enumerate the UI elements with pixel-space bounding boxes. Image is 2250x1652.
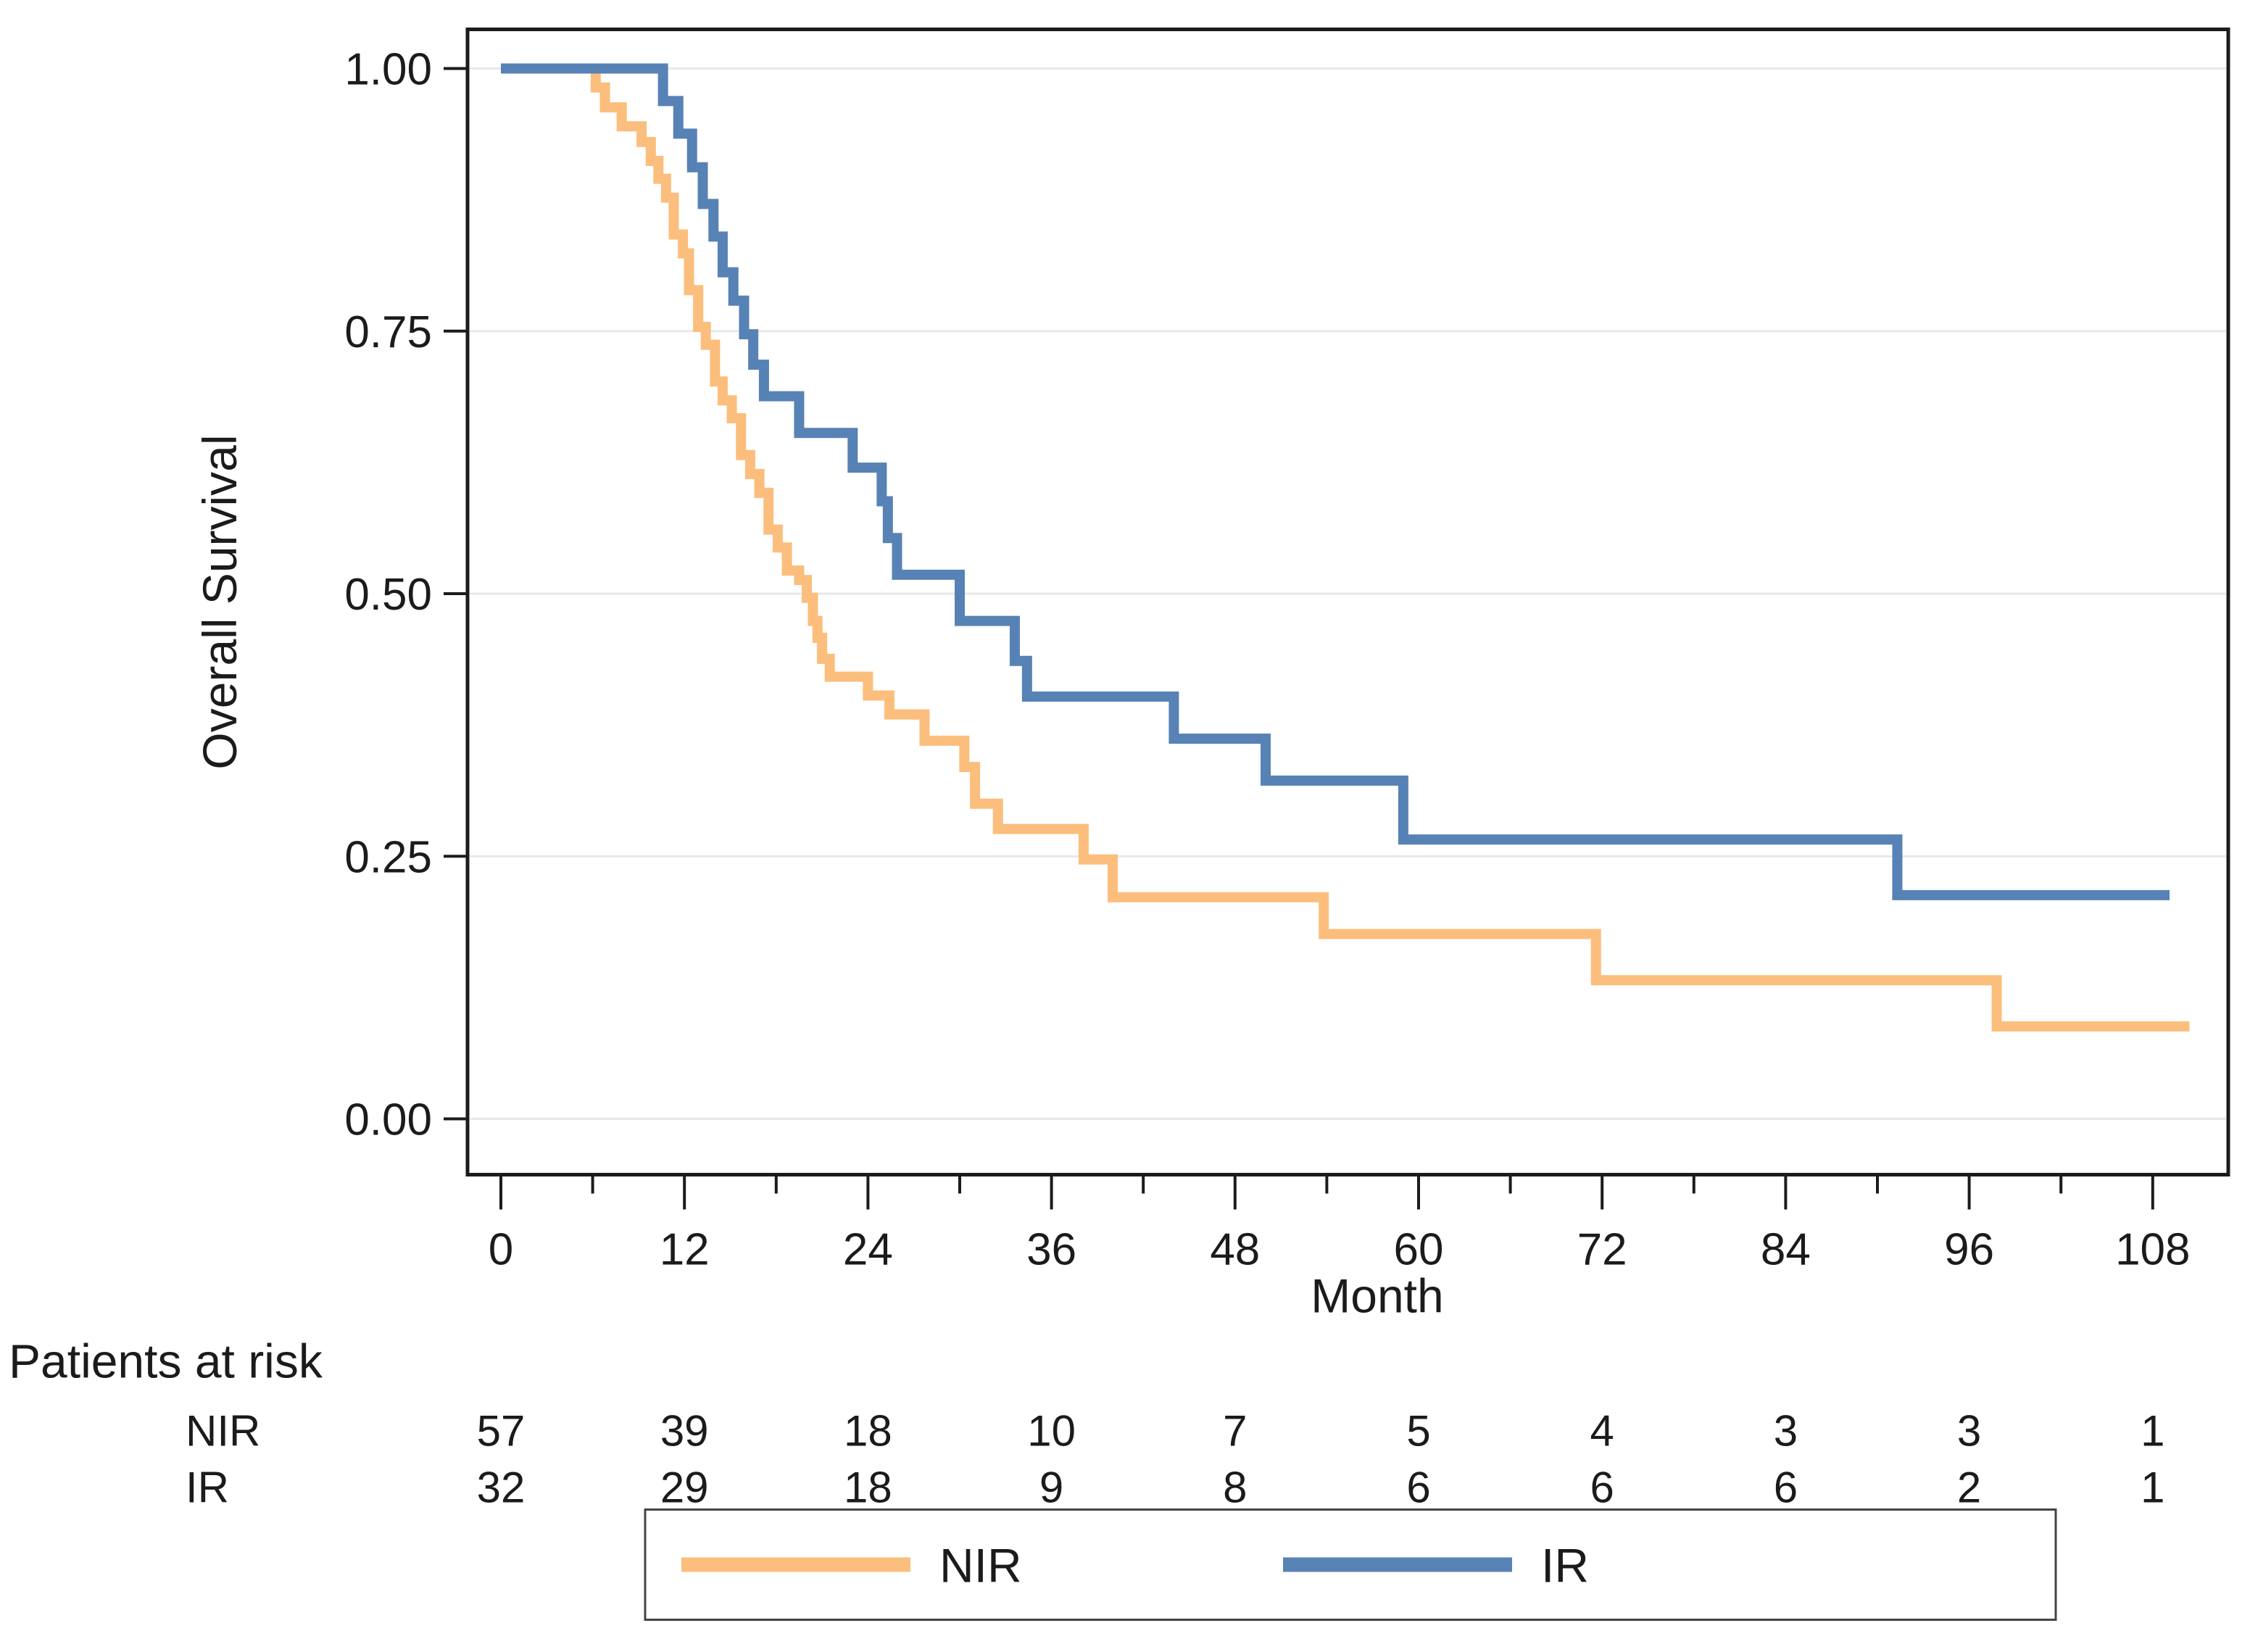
at-risk-count-nir: 39 bbox=[660, 1407, 709, 1456]
x-tick-label: 108 bbox=[2115, 1225, 2190, 1275]
gridlines bbox=[470, 67, 2226, 1120]
at-risk-count-nir: 5 bbox=[1406, 1407, 1430, 1456]
y-tick-label: 0.00 bbox=[344, 1095, 432, 1145]
x-tick-label: 72 bbox=[1577, 1225, 1627, 1275]
legend-label-nir: NIR bbox=[939, 1539, 1022, 1593]
x-tick-label: 60 bbox=[1394, 1225, 1444, 1275]
x-axis-title: Month bbox=[1311, 1269, 1443, 1323]
y-axis-title: Overall Survival bbox=[193, 434, 246, 769]
at-risk-count-nir: 10 bbox=[1027, 1407, 1076, 1456]
x-tick-label: 0 bbox=[489, 1225, 513, 1275]
plot-frame bbox=[465, 28, 2230, 1176]
at-risk-count-nir: 57 bbox=[477, 1407, 526, 1456]
x-tick-label: 12 bbox=[660, 1225, 710, 1275]
legend-label-ir: IR bbox=[1541, 1539, 1589, 1593]
at-risk-count-ir: 2 bbox=[1957, 1464, 1981, 1512]
x-tick-label: 24 bbox=[843, 1225, 893, 1275]
x-tick-label: 96 bbox=[1944, 1225, 1994, 1275]
at-risk-count-ir: 29 bbox=[660, 1464, 709, 1512]
at-risk-count-ir: 18 bbox=[844, 1464, 892, 1512]
at-risk-count-nir: 3 bbox=[1774, 1407, 1798, 1456]
at-risk-count-nir: 7 bbox=[1223, 1407, 1247, 1456]
at-risk-count-ir: 6 bbox=[1406, 1464, 1430, 1512]
y-tick-label: 0.25 bbox=[344, 832, 432, 882]
at-risk-count-ir: 32 bbox=[477, 1464, 526, 1512]
at-risk-heading: Patients at risk bbox=[9, 1335, 323, 1388]
km-curve-nir bbox=[501, 63, 2190, 1032]
y-tick-label: 1.00 bbox=[344, 45, 432, 95]
legend: NIR IR bbox=[644, 1508, 2057, 1621]
x-tick-label: 84 bbox=[1761, 1225, 1811, 1275]
y-axis-ticks bbox=[444, 67, 468, 1121]
x-tick-label: 48 bbox=[1210, 1225, 1260, 1275]
at-risk-count-ir: 6 bbox=[1590, 1464, 1614, 1512]
y-tick-label: 0.50 bbox=[344, 570, 432, 620]
x-tick-label: 36 bbox=[1026, 1225, 1076, 1275]
at-risk-count-ir: 1 bbox=[2141, 1464, 2164, 1512]
at-risk-count-nir: 3 bbox=[1957, 1407, 1981, 1456]
x-axis-ticks bbox=[499, 1174, 2154, 1210]
survival-curves bbox=[501, 63, 2190, 1032]
at-risk-count-nir: 4 bbox=[1590, 1407, 1614, 1456]
at-risk-count-ir: 6 bbox=[1774, 1464, 1798, 1512]
at-risk-row-label-ir: IR bbox=[186, 1464, 229, 1512]
at-risk-row-label-nir: NIR bbox=[186, 1407, 260, 1456]
y-axis-tick-labels: 0.00 0.25 0.50 0.75 1.00 bbox=[344, 45, 432, 1145]
at-risk-count-ir: 8 bbox=[1223, 1464, 1247, 1512]
at-risk-count-ir: 9 bbox=[1039, 1464, 1063, 1512]
y-tick-label: 0.75 bbox=[344, 307, 432, 357]
x-axis-tick-labels: 0 12 24 36 48 60 72 84 96 108 bbox=[489, 1225, 2191, 1275]
km-curve-ir bbox=[501, 63, 2170, 900]
at-risk-count-nir: 18 bbox=[844, 1407, 892, 1456]
at-risk-count-nir: 1 bbox=[2141, 1407, 2164, 1456]
